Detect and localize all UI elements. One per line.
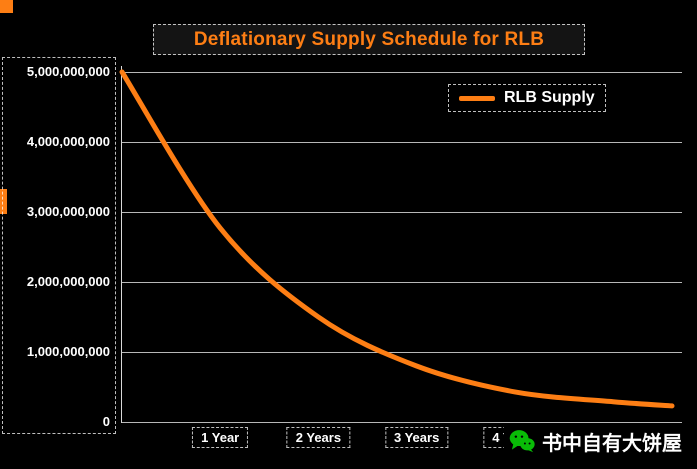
x-tick-label: 1 Year xyxy=(192,427,249,448)
gridline xyxy=(122,352,682,353)
legend-line-swatch xyxy=(459,95,495,101)
gridline xyxy=(122,282,682,283)
y-tick-label: 5,000,000,000 xyxy=(26,64,110,79)
gridline xyxy=(122,142,682,143)
gridline xyxy=(122,212,682,213)
watermark: 书中自有大饼屋 xyxy=(504,424,687,458)
y-tick-label: 1,000,000,000 xyxy=(26,344,110,359)
wechat-icon xyxy=(509,430,535,453)
supply-line xyxy=(119,69,675,409)
y-tick-label: 3,000,000,000 xyxy=(26,204,110,219)
y-axis-line xyxy=(121,66,122,423)
x-tick-label: 2 Years xyxy=(286,427,351,448)
x-tick-label: 3 Years xyxy=(384,427,449,448)
chart-title: Deflationary Supply Schedule for RLB xyxy=(153,24,585,55)
legend-label: RLB Supply xyxy=(504,89,595,106)
y-tick-label: 0 xyxy=(102,414,110,429)
watermark-text: 书中自有大饼屋 xyxy=(542,432,682,455)
y-tick-label: 2,000,000,000 xyxy=(26,274,110,289)
gridline xyxy=(122,422,682,423)
y-axis-label-box xyxy=(2,57,116,434)
legend: RLB Supply xyxy=(448,84,606,112)
gridline xyxy=(122,72,682,73)
left-edge-marker xyxy=(0,189,7,214)
y-tick-label: 4,000,000,000 xyxy=(26,134,110,149)
corner-marker xyxy=(0,0,13,13)
